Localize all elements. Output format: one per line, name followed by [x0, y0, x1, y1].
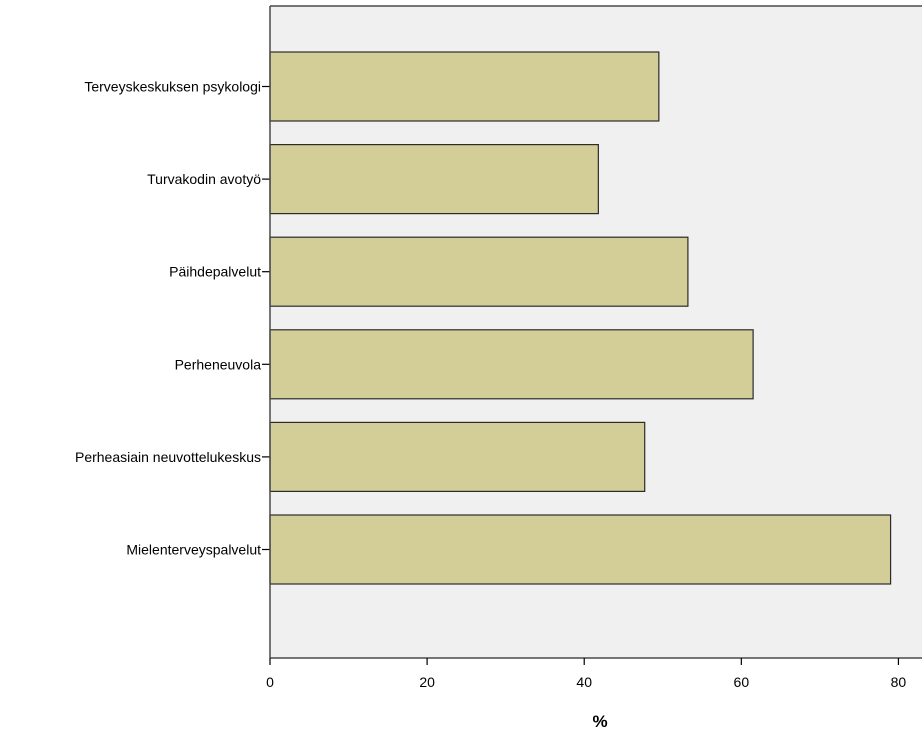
x-tick-label: 40	[576, 674, 592, 690]
category-label: Päihdepalvelut	[169, 264, 261, 280]
x-tick-label: 80	[891, 674, 907, 690]
bar	[269, 329, 754, 400]
bar	[269, 51, 660, 122]
x-tick-label: 20	[419, 674, 435, 690]
x-axis-title: %	[592, 712, 607, 731]
category-label: Perheneuvola	[175, 356, 262, 372]
category-label: Mielenterveyspalvelut	[126, 542, 261, 558]
bar	[269, 236, 689, 307]
bar	[269, 514, 892, 585]
bars-layer	[269, 51, 892, 585]
y-axis: Terveyskeskuksen psykologi Turvakodin avo…	[75, 5, 922, 658]
category-label: Terveyskeskuksen psykologi	[84, 79, 261, 95]
x-axis: 0 20 40 60 80	[266, 657, 922, 690]
category-label: Perheasiain neuvottelukeskus	[75, 449, 261, 465]
x-tick-label: 60	[734, 674, 750, 690]
category-label: Turvakodin avotyö	[147, 171, 261, 187]
bar	[269, 421, 646, 492]
bar	[269, 144, 599, 215]
x-tick-label: 0	[266, 674, 274, 690]
